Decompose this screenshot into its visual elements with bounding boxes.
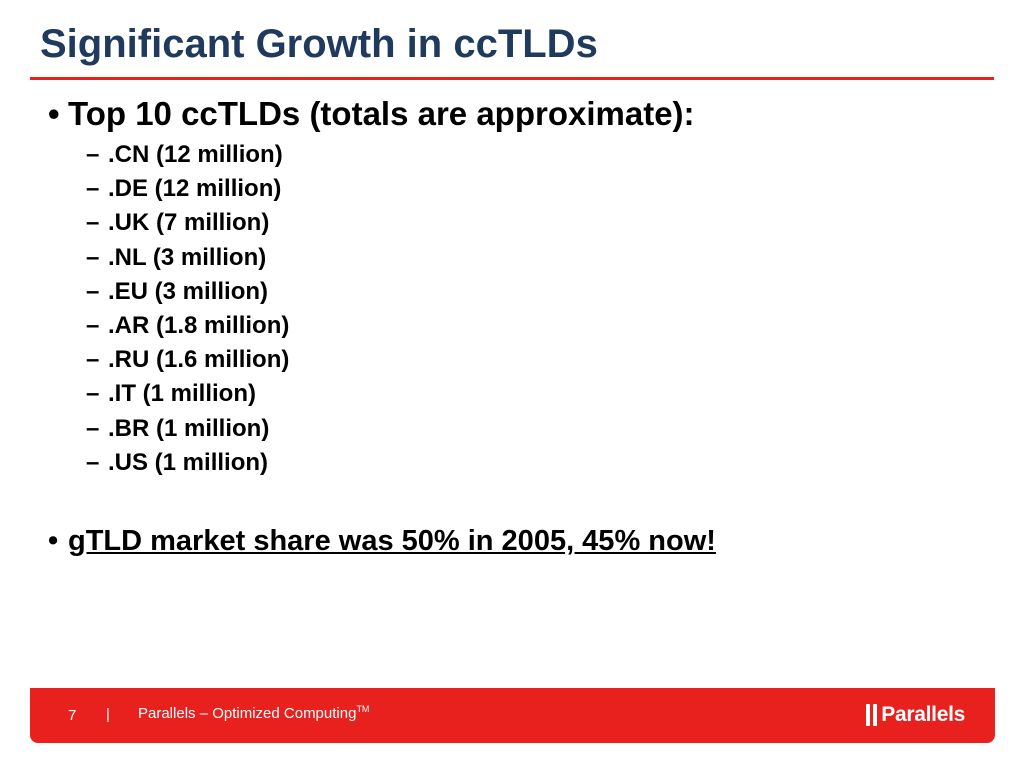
- list-item-text: .UK (7 million): [108, 209, 270, 237]
- list-item-text: .IT (1 million): [108, 380, 256, 408]
- list-item-text: .RU (1.6 million): [108, 346, 290, 374]
- list-item: – .NL (3 million): [86, 243, 267, 271]
- list-item-text: .EU (3 million): [108, 277, 269, 305]
- trademark: TM: [356, 704, 370, 714]
- title-divider: [30, 77, 994, 80]
- bullet-text: Top 10 ccTLDs (totals are approximate):: [68, 95, 695, 132]
- list-item: – .IT (1 million): [86, 380, 256, 408]
- footer-bar: 7 | Parallels – Optimized ComputingTM Pa…: [30, 688, 995, 743]
- list-item: – .EU (3 million): [86, 277, 269, 305]
- logo-text: Parallels: [881, 703, 965, 726]
- cctld-list: – .CN (12 million) – .DE (12 million) – .UK…: [86, 138, 289, 480]
- parallels-double-bar-icon: [866, 704, 878, 726]
- page-number: 7: [68, 707, 77, 724]
- list-item: – .AR (1.8 million): [86, 311, 290, 339]
- list-item-text: .CN (12 million): [108, 141, 283, 168]
- list-item-text: .DE (12 million): [108, 175, 282, 203]
- footer-separator: |: [106, 706, 110, 723]
- list-item-text: .US (1 million): [108, 448, 269, 476]
- slide-title: Significant Growth in ccTLDs: [40, 22, 598, 66]
- list-item: – .RU (1.6 million): [86, 346, 290, 374]
- list-item: – .US (1 million): [86, 448, 269, 476]
- list-item: – .DE (12 million): [86, 175, 282, 203]
- bullet-gtld-share: • gTLD market share was 50% in 2005, 45% …: [48, 521, 716, 561]
- bullet-dot: •: [48, 95, 60, 132]
- bullet-top-cctlds: • Top 10 ccTLDs (totals are approximate):: [48, 92, 695, 136]
- bullet-text: gTLD market share was 50% in 2005, 45% n…: [68, 525, 716, 557]
- footer-tagline: Parallels – Optimized ComputingTM: [138, 704, 370, 723]
- list-item-text: .BR (1 million): [108, 414, 270, 442]
- bullet-dot: •: [48, 525, 59, 557]
- list-item-text: .AR (1.8 million): [108, 311, 290, 339]
- list-item: – .CN (12 million): [86, 141, 283, 168]
- list-item: – .BR (1 million): [86, 414, 270, 442]
- list-item-text: .NL (3 million): [108, 243, 267, 271]
- parallels-logo: Parallels: [866, 701, 965, 729]
- list-item: – .UK (7 million): [86, 209, 270, 237]
